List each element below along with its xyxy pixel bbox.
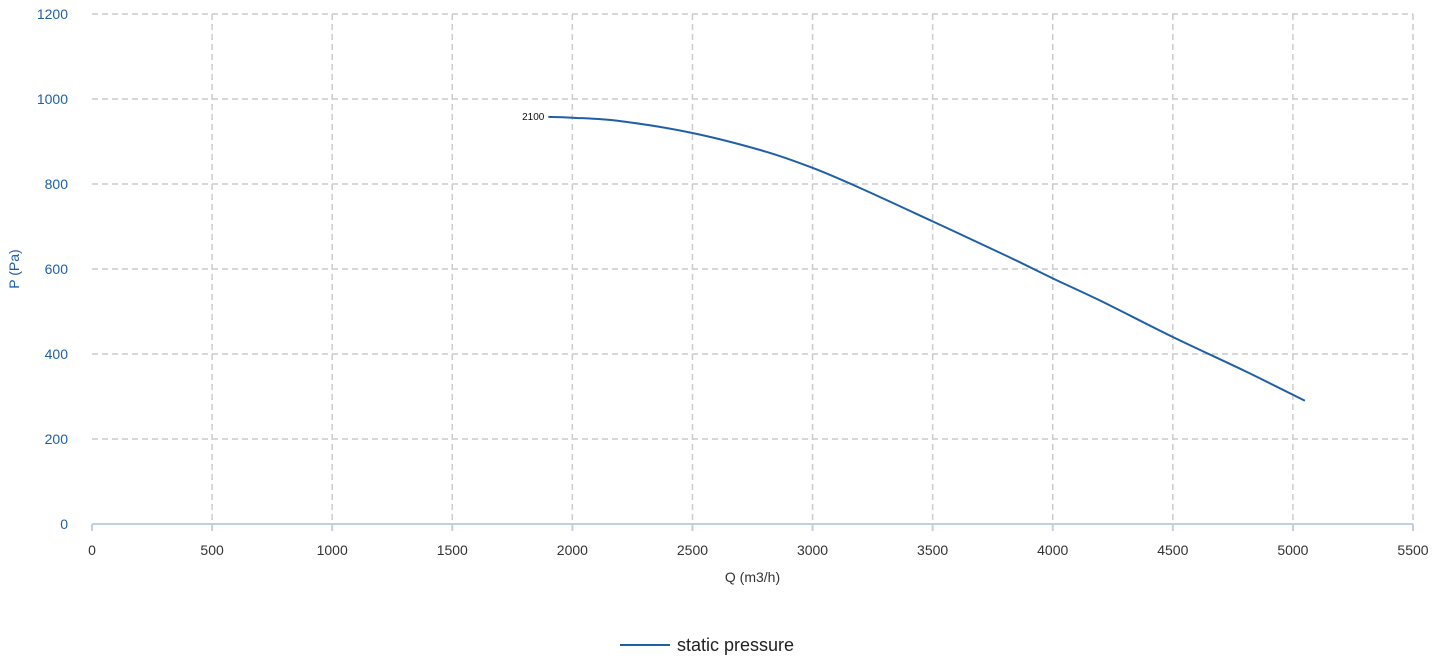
- series-layer: 2100: [522, 112, 1306, 402]
- x-tick-label: 1000: [317, 542, 348, 558]
- x-tick-label: 5500: [1397, 542, 1428, 558]
- y-tick-label: 0: [60, 516, 68, 532]
- y-tick-label: 400: [45, 346, 69, 362]
- series-start-label: 2100: [522, 112, 545, 123]
- x-tick-label: 0: [88, 542, 96, 558]
- y-tick-label: 200: [45, 431, 69, 447]
- y-tick-label: 1200: [37, 6, 68, 22]
- y-tick-label: 1000: [37, 91, 68, 107]
- x-tick-label: 5000: [1277, 542, 1308, 558]
- legend-label-static-pressure: static pressure: [677, 635, 794, 655]
- y-tick-label: 600: [45, 261, 69, 277]
- x-tick-label: 500: [200, 542, 224, 558]
- y-tick-label: 800: [45, 176, 69, 192]
- x-tick-label: 1500: [437, 542, 468, 558]
- x-tick-label: 3000: [797, 542, 828, 558]
- x-tick-label: 2500: [677, 542, 708, 558]
- x-tick-labels: 0 500 1000 1500 2000 2500 3000 3500 4000 4500 5000…: [88, 542, 1429, 558]
- y-axis-title: P (Pa): [6, 249, 22, 288]
- x-tick-label: 2000: [557, 542, 588, 558]
- x-tick-label: 4000: [1037, 542, 1068, 558]
- x-tick-label: 3500: [917, 542, 948, 558]
- x-axis-title: Q (m3/h): [725, 569, 780, 585]
- series-line-static-pressure: [548, 115, 1306, 402]
- x-tick-label: 4500: [1157, 542, 1188, 558]
- legend[interactable]: static pressure: [620, 635, 794, 655]
- y-tick-labels: 0 200 400 600 800 1000 1200: [37, 6, 68, 532]
- grid: [91, 13, 1414, 531]
